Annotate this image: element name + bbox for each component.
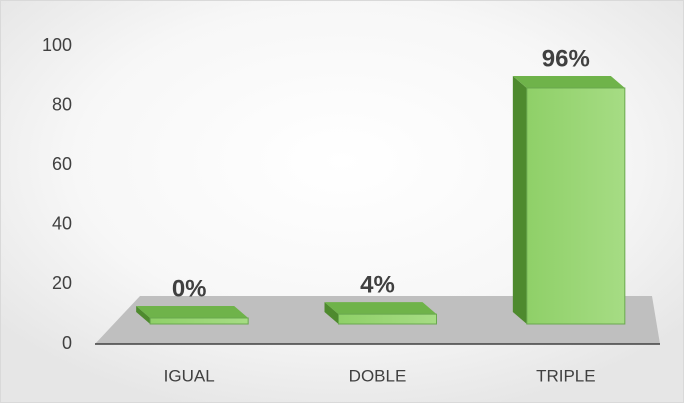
bar <box>324 302 437 325</box>
bar-side <box>324 302 339 324</box>
bar <box>512 75 626 325</box>
bar-top <box>324 302 437 315</box>
bar <box>136 306 249 325</box>
bar-side <box>136 306 151 324</box>
bar-front <box>338 313 437 325</box>
bar-top <box>136 306 249 318</box>
data-label: 0% <box>172 275 207 302</box>
bar-front <box>149 317 249 325</box>
y-tick-label: 0 <box>62 333 72 353</box>
y-tick-label: 40 <box>52 214 72 234</box>
x-tick-label: IGUAL <box>164 366 215 385</box>
data-label: 96% <box>542 45 590 72</box>
y-tick-label: 100 <box>42 35 72 55</box>
y-tick-label: 80 <box>52 94 72 114</box>
y-tick-label: 20 <box>52 273 72 293</box>
y-tick-label: 60 <box>52 154 72 174</box>
data-label: 4% <box>360 272 395 299</box>
x-tick-label: DOBLE <box>349 366 407 385</box>
bar-front <box>526 87 626 325</box>
x-tick-label: TRIPLE <box>536 366 596 385</box>
bar-side <box>512 75 527 324</box>
bar-top <box>512 75 625 88</box>
